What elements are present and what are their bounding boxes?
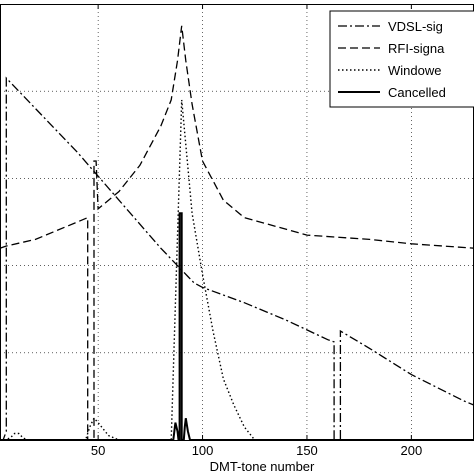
- series-line-3: [0, 212, 474, 441]
- series-line-1: [0, 25, 474, 441]
- legend-label-1: RFI-signa: [388, 41, 445, 56]
- legend-label-2: Windowe: [388, 63, 441, 78]
- x-tick-label-200: 200: [401, 443, 423, 458]
- legend-label-0: VDSL-sig: [388, 19, 443, 34]
- legend-label-3: Cancelled: [388, 85, 446, 100]
- x-axis-label: DMT-tone number: [210, 459, 315, 474]
- legend-items: VDSL-sig RFI-signa Windowe Cancelled: [338, 19, 446, 100]
- series-line-2: [0, 99, 474, 441]
- x-tick-label-150: 150: [296, 443, 318, 458]
- legend: VDSL-sig RFI-signa Windowe Cancelled: [329, 10, 474, 108]
- series-line-0: [0, 76, 474, 441]
- x-axis-ticks: 50 100 150 200: [91, 4, 422, 458]
- x-tick-label-100: 100: [192, 443, 214, 458]
- x-tick-label-50: 50: [91, 443, 105, 458]
